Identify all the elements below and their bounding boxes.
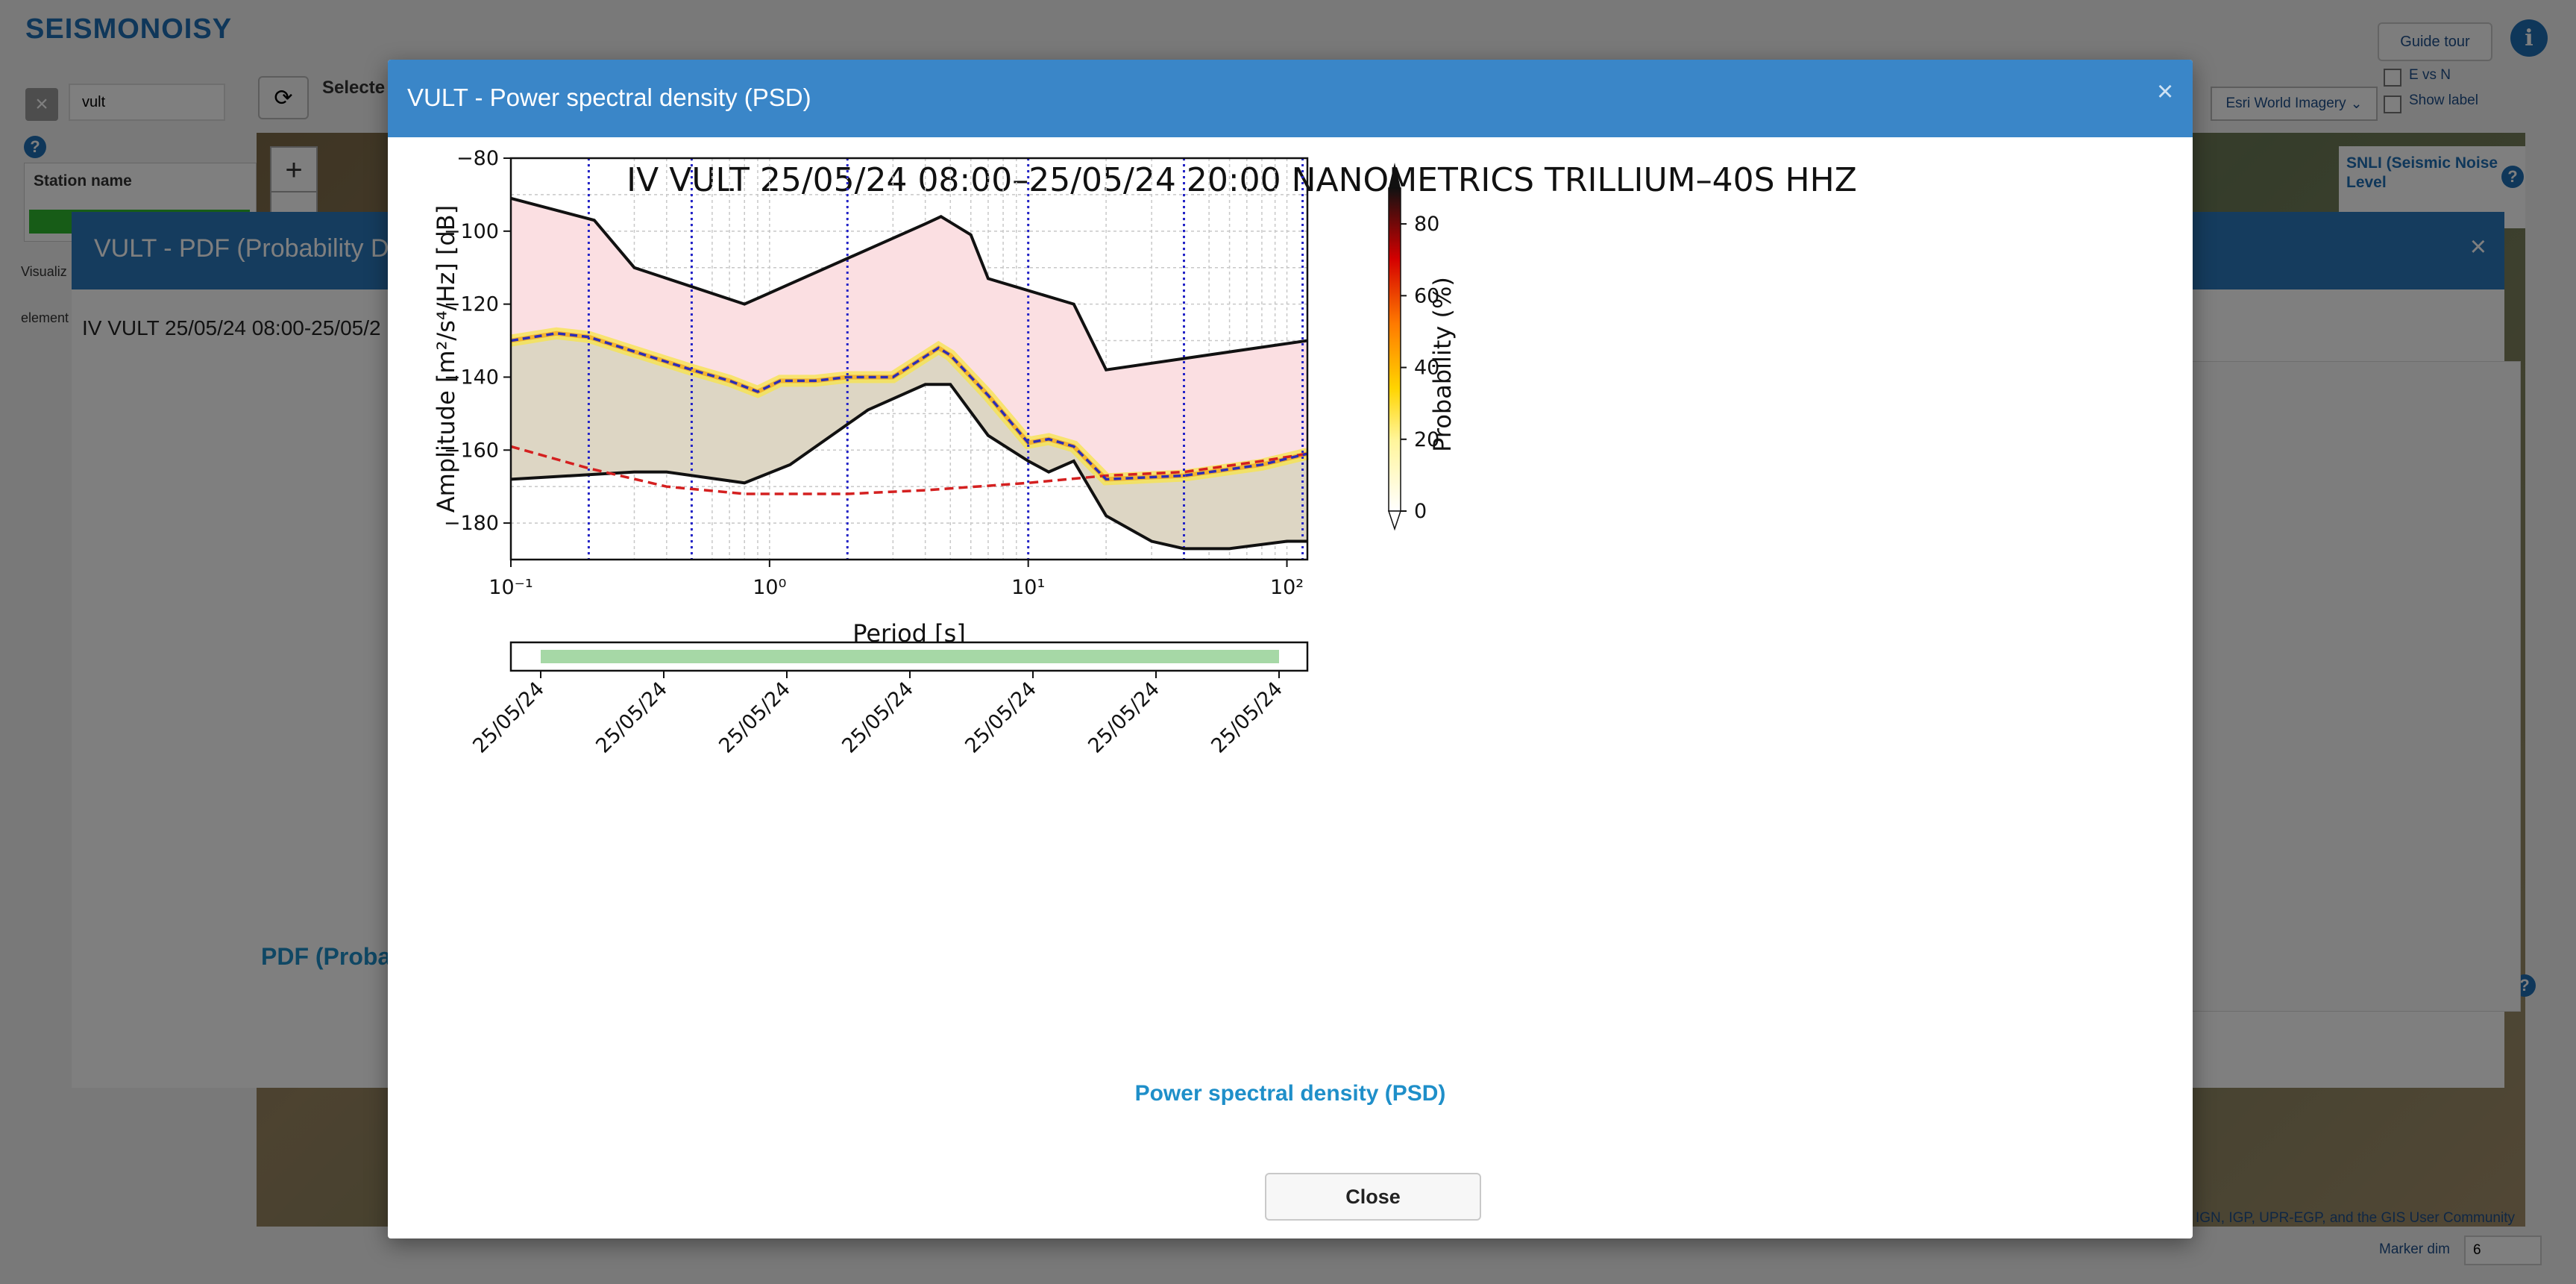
timeline-date-label: 25/05/24	[714, 677, 795, 758]
psd-link[interactable]: Power spectral density (PSD)	[1134, 1081, 1446, 1106]
series-line-2	[510, 445, 1308, 495]
timeline: 25/05/24 25/05/24 25/05/24 25/05/24 25/05/24…	[468, 641, 1309, 758]
colorbar-tick-label: 80	[1414, 213, 1439, 236]
y-tick-label: −100	[444, 220, 499, 243]
y-tick-label: −180	[444, 512, 499, 535]
x-tick-label: 10⁰	[753, 576, 786, 599]
series-line-1	[510, 383, 1307, 551]
psd-modal-header: VULT - Power spectral density (PSD) ×	[388, 60, 2193, 137]
probability-colorbar: 0 20 40 60 80 Probability (%)	[1387, 163, 1457, 531]
upper-range-fill	[511, 198, 1307, 480]
timeline-date-label: 25/05/24	[1207, 677, 1287, 758]
colorbar-tick-label: 20	[1414, 428, 1439, 451]
y-tick-label: −160	[444, 439, 499, 462]
y-tick-label: −140	[444, 366, 499, 389]
close-button[interactable]: Close	[1265, 1173, 1481, 1221]
x-tick-label: 10¹	[1011, 576, 1045, 599]
psd-figure: IV VULT 25/05/24 08:00–25/05/24 20:00 NA…	[432, 147, 1857, 758]
y-tick-label: −120	[444, 293, 499, 316]
series-line-3	[510, 331, 1308, 481]
x-tick-label: 10⁻¹	[489, 576, 533, 599]
timeline-coverage-bar[interactable]	[541, 650, 1279, 663]
psd-modal: IV VULT 25/05/24 08:00–25/05/24 20:00 NA…	[388, 60, 2193, 1238]
colorbar-label: Probability (%)	[1428, 277, 1457, 452]
colorbar-top-arrow	[1389, 163, 1401, 188]
colorbar-bottom-arrow	[1387, 510, 1402, 531]
timeline-date-label: 25/05/24	[468, 677, 549, 758]
colorbar-tick-label: 60	[1414, 284, 1439, 307]
colorbar-tick-label: 0	[1414, 500, 1427, 523]
timeline-date-label: 25/05/24	[961, 677, 1041, 758]
y-tick-label: −80	[456, 147, 499, 170]
series-line-0	[510, 196, 1308, 372]
timeline-date-label: 25/05/24	[838, 677, 918, 758]
lower-range-fill	[511, 333, 1307, 549]
colorbar-gradient	[1388, 187, 1401, 512]
colorbar-tick-label: 40	[1414, 357, 1439, 380]
y-axis-label: Amplitude [m²/s⁴/Hz] [dB]	[432, 205, 460, 513]
x-tick-label: 10²	[1270, 576, 1304, 599]
plot-frame	[509, 157, 1309, 561]
timeline-date-label: 25/05/24	[1084, 677, 1164, 758]
chart-title: IV VULT 25/05/24 08:00–25/05/24 20:00 NA…	[626, 161, 1857, 199]
modal-close-icon[interactable]: ×	[2157, 76, 2174, 107]
psd-modal-title: VULT - Power spectral density (PSD)	[407, 84, 811, 111]
timeline-date-label: 25/05/24	[591, 677, 672, 758]
